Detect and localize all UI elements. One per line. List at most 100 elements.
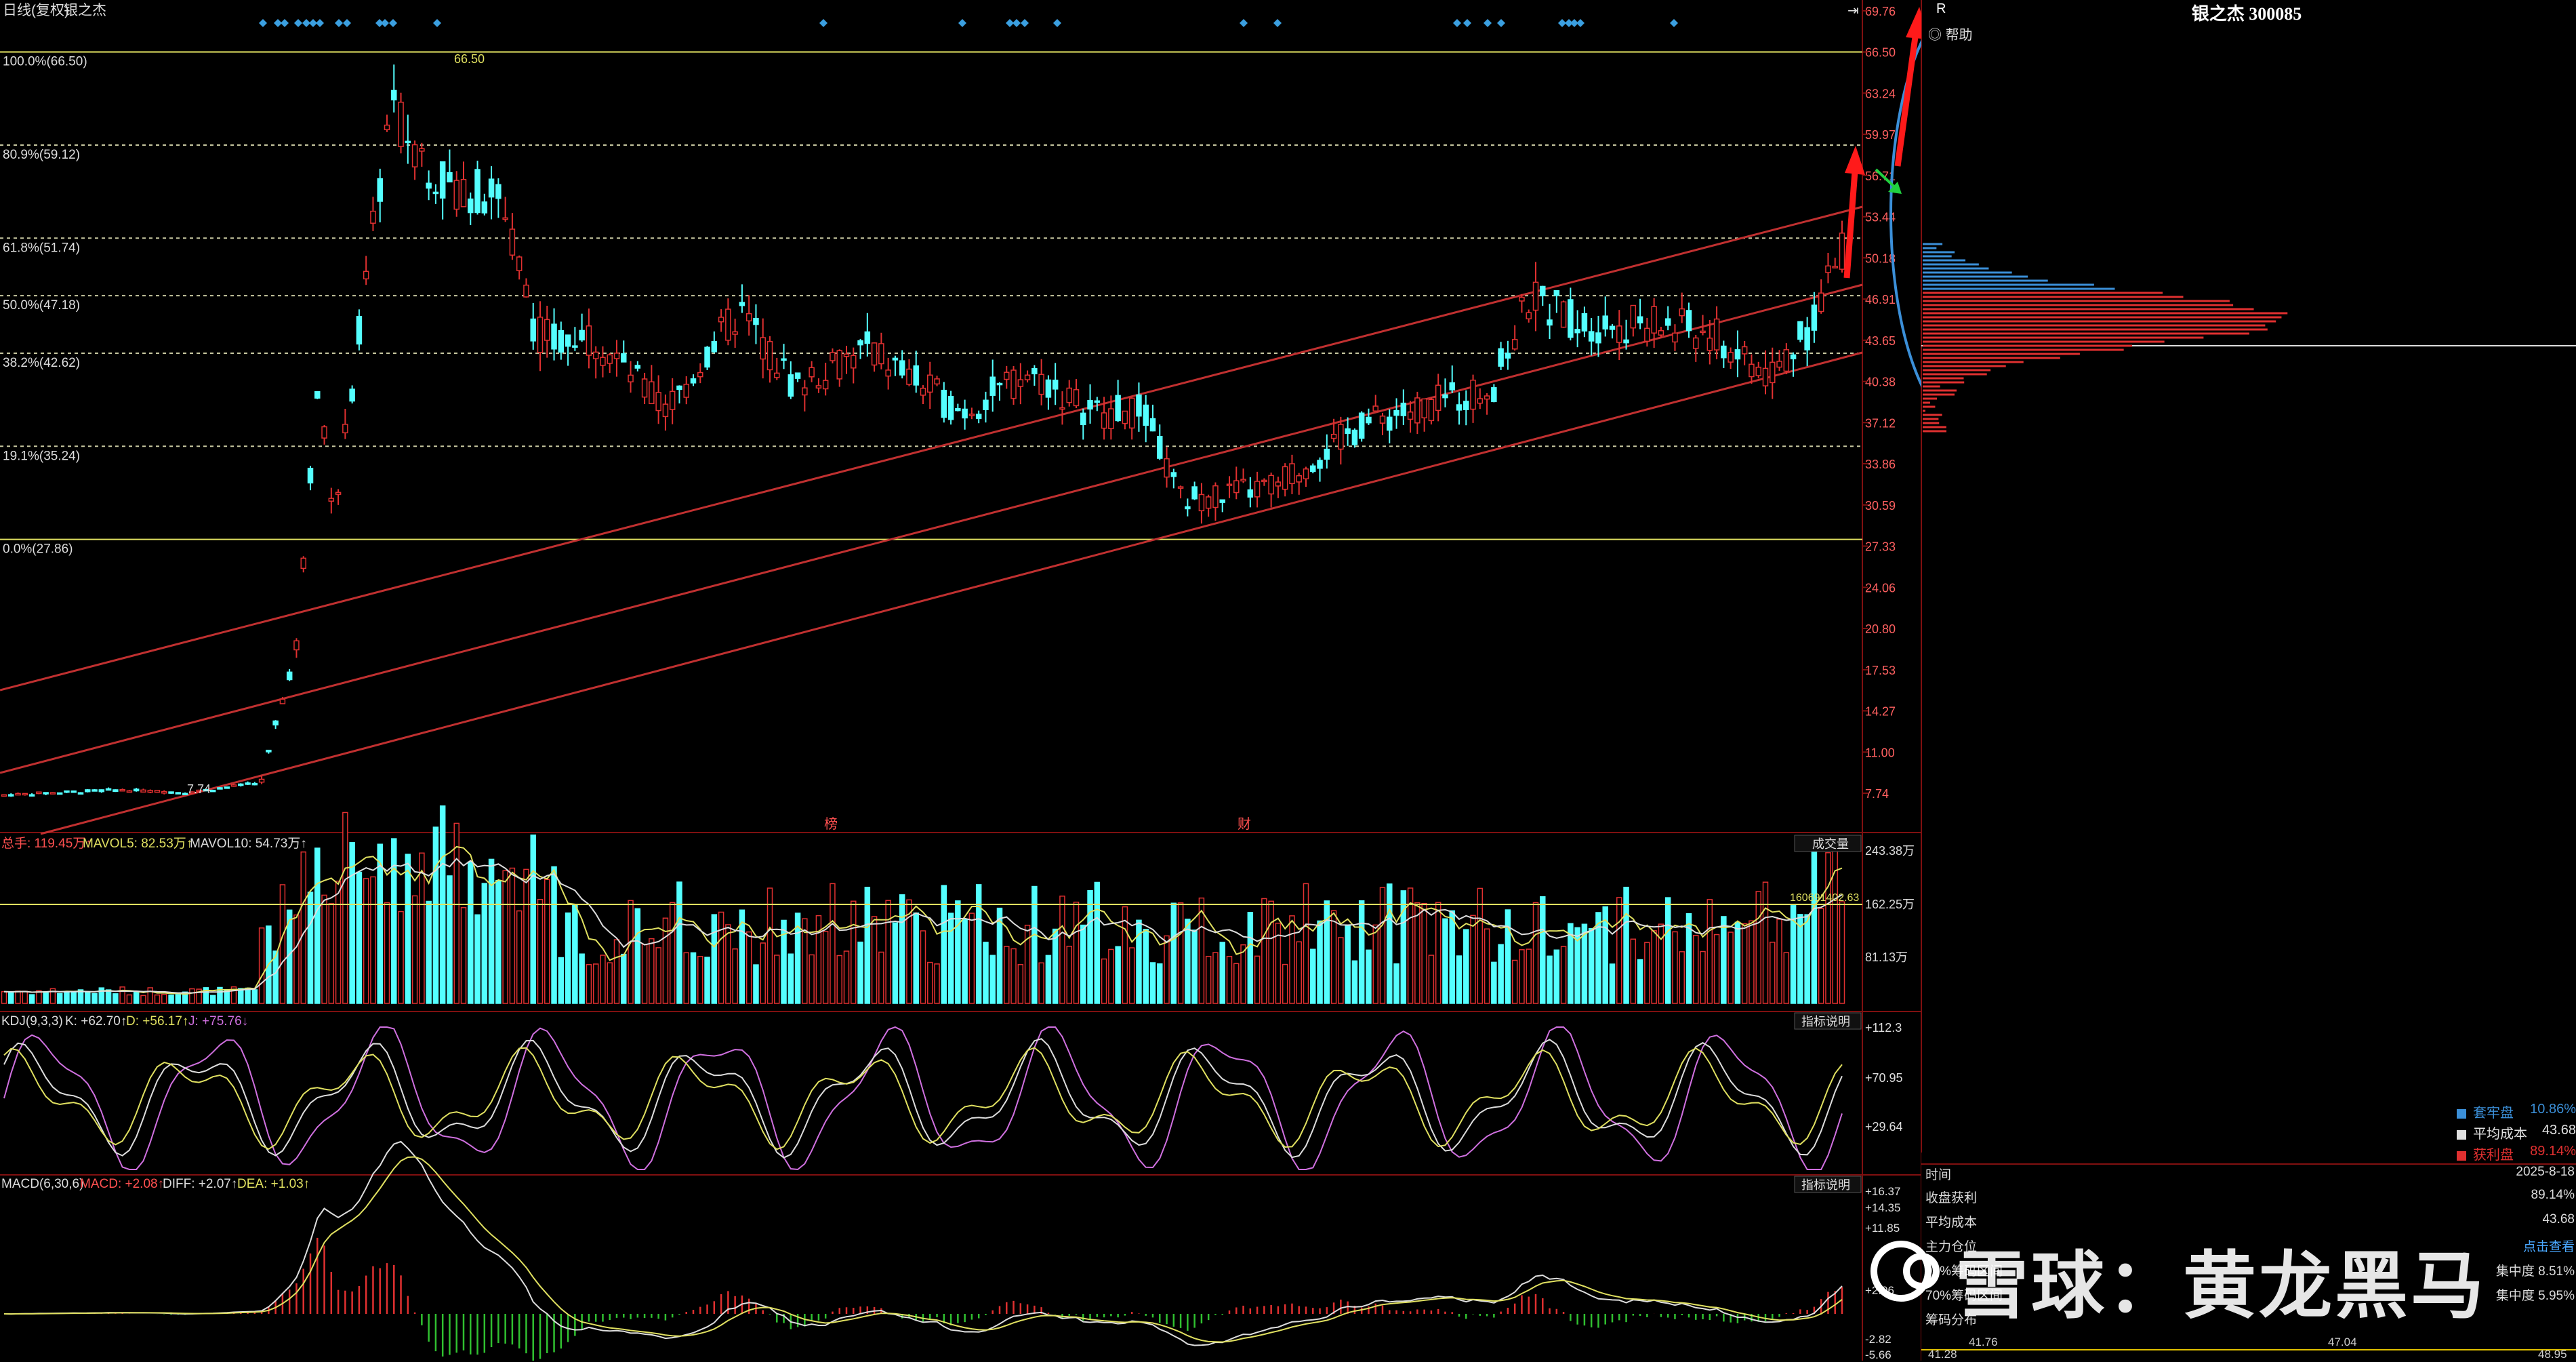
signal-marker-icon[interactable]: [381, 19, 389, 27]
signal-marker-icon[interactable]: [1463, 19, 1471, 27]
signal-marker-icon[interactable]: [274, 19, 282, 27]
legend-swatch: [2457, 1129, 2466, 1140]
volume-bar: [1004, 946, 1010, 1004]
volume-bar: [613, 939, 620, 1004]
signal-marker-icon[interactable]: [1273, 19, 1282, 27]
candle-body: [251, 782, 258, 786]
candle-body: [1644, 327, 1650, 342]
macd-axis-tick: +14.35: [1865, 1201, 1900, 1214]
signal-marker-icon[interactable]: [375, 19, 384, 27]
candle-body: [1289, 463, 1295, 484]
candle-body: [683, 384, 689, 398]
signal-marker-icon[interactable]: [294, 19, 302, 27]
candle-body: [1066, 387, 1072, 403]
volume-bar: [732, 948, 738, 1004]
signal-marker-icon[interactable]: [1670, 19, 1678, 27]
volume-bar: [1609, 963, 1616, 1004]
signal-marker-icon[interactable]: [819, 19, 827, 27]
signal-marker-icon[interactable]: [1576, 19, 1585, 27]
signal-marker-icon[interactable]: [1558, 19, 1566, 27]
low-price-label: 7.74: [187, 782, 211, 796]
candle-body: [836, 350, 842, 380]
event-marker-1[interactable]: 榜: [824, 816, 838, 832]
volume-bar: [600, 955, 606, 1004]
candle-body: [432, 191, 439, 195]
signal-marker-icon[interactable]: [302, 19, 310, 27]
signal-marker-icon[interactable]: [309, 19, 317, 27]
signal-marker-icon[interactable]: [335, 19, 343, 27]
volume-bar: [1428, 955, 1435, 1004]
signal-marker-icon[interactable]: [958, 19, 966, 27]
candle-body: [1553, 290, 1560, 296]
signal-marker-icon[interactable]: [1006, 19, 1014, 27]
candle-body: [119, 788, 125, 792]
volume-ref-label: 160691402.63: [1790, 892, 1859, 904]
volume-bar: [1505, 909, 1511, 1004]
volume-bar: [1581, 923, 1588, 1004]
signal-marker-icon[interactable]: [1565, 19, 1573, 27]
signal-marker-icon[interactable]: [1570, 19, 1578, 27]
macd-help-button[interactable]: [1794, 1176, 1862, 1193]
volume-bar: [794, 913, 801, 1004]
candle-body: [878, 343, 884, 365]
signal-marker-icon[interactable]: [389, 19, 397, 27]
macd-help-label[interactable]: 指标说明: [1801, 1178, 1850, 1192]
volume-bar: [217, 986, 223, 1004]
kdj-help-button[interactable]: [1794, 1012, 1862, 1030]
signal-marker-icon[interactable]: [343, 19, 351, 27]
signal-marker-icon[interactable]: [281, 19, 289, 27]
candle-body: [586, 325, 592, 356]
help-icon: ◎: [1928, 28, 1946, 43]
signal-marker-icon[interactable]: [1013, 19, 1021, 27]
price-axis-tick: 53.44: [1865, 211, 1896, 224]
volume-bar: [683, 952, 689, 1004]
signal-marker-icon[interactable]: [433, 19, 441, 27]
candle-body: [843, 353, 850, 357]
volume-bar: [1087, 889, 1093, 1004]
candle-body: [147, 790, 153, 793]
volume-bar: [1456, 955, 1463, 1004]
signal-marker-icon[interactable]: [1453, 19, 1461, 27]
candle-body: [77, 792, 84, 795]
chart-mode-label[interactable]: 日线(复权): [3, 3, 69, 18]
volume-bar: [1115, 946, 1121, 1004]
event-marker-2[interactable]: 财: [1238, 816, 1251, 832]
candle-body: [934, 378, 940, 385]
volume-bar: [1254, 955, 1261, 1004]
volume-indicator-button[interactable]: [1794, 835, 1862, 852]
volume-bar: [753, 964, 759, 1004]
candle-body: [488, 178, 495, 198]
candle-body: [1672, 332, 1678, 343]
candle-body: [1170, 472, 1177, 477]
pin-icon[interactable]: ⇥: [1847, 3, 1859, 18]
info-row[interactable]: 主力仓位 点击查看: [1921, 1237, 2576, 1260]
help-link[interactable]: ◎ 帮助: [1928, 24, 1973, 43]
green-arrow-head: [1888, 182, 1902, 194]
candle-body: [628, 374, 634, 382]
candle-body: [182, 793, 188, 795]
signal-marker-icon[interactable]: [1021, 19, 1029, 27]
volume-bar: [245, 987, 251, 1004]
candle-body: [781, 358, 787, 361]
help-label[interactable]: 帮助: [1945, 28, 1973, 43]
signal-marker-icon[interactable]: [1484, 19, 1492, 27]
candle-body: [1811, 304, 1818, 331]
volume-button-label[interactable]: 成交量: [1812, 837, 1849, 851]
candle-body: [175, 792, 182, 795]
kdj-help-label[interactable]: 指标说明: [1801, 1015, 1850, 1028]
signal-marker-icon[interactable]: [1053, 19, 1061, 27]
signal-marker-icon[interactable]: [316, 19, 324, 27]
volume-bar: [468, 861, 474, 1004]
high-price-label: 66.50: [454, 52, 485, 66]
candle-body: [1581, 313, 1588, 332]
volume-bar: [774, 955, 780, 1004]
volume-bar: [1149, 962, 1156, 1004]
volume-bar: [1706, 899, 1713, 1004]
candle-body: [1379, 415, 1386, 424]
candle-body: [1741, 346, 1748, 355]
signal-marker-icon[interactable]: [1497, 19, 1505, 27]
volume-bar: [1547, 955, 1553, 1004]
chart-area[interactable]: 100.0%(66.50) 80.9%(59.12) 61.8%(51.74) 50.…: [0, 0, 1921, 1361]
signal-marker-icon[interactable]: [259, 19, 267, 27]
signal-marker-icon[interactable]: [1240, 19, 1248, 27]
